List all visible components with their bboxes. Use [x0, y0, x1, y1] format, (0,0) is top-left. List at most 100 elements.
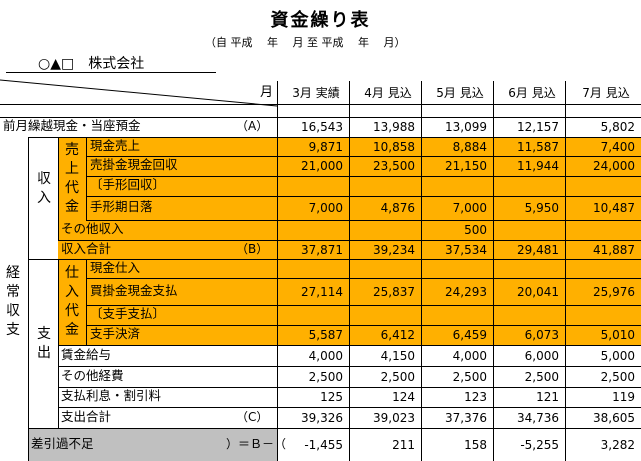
row-label-shite_shiharai: 〔支手支払〕 [90, 306, 166, 321]
row-label-sashihiki: 差引過不足 [31, 435, 94, 451]
value-sashihiki-3: -5,255 [520, 437, 559, 452]
side-label-uriage: 売上代金 [65, 141, 79, 215]
row-fill-tegata_kaishu [86, 176, 641, 196]
uriage-bracket-fill [58, 137, 86, 240]
value-tegata_kijitsu-0: 7,000 [308, 201, 343, 215]
value-kaikake-3: 20,041 [517, 284, 559, 299]
vline-col-3 [493, 81, 494, 461]
row-label-shishutsu_gokei: 支出合計 [61, 408, 112, 424]
value-tegata_kijitsu-2: 7,000 [452, 201, 487, 215]
value-sonota_keihi-2: 2,500 [452, 369, 487, 384]
row-mark-sashihiki: ）＝Ｂ－（ [226, 436, 287, 451]
value-genkin_uriage-0: 9,871 [308, 139, 343, 154]
value-tegata_kijitsu-4: 10,487 [593, 201, 635, 215]
row-label-genkin_shiire: 現金仕入 [90, 259, 141, 275]
value-sonota_shunyu-2: 500 [464, 223, 487, 237]
value-sashihiki-4: 3,282 [600, 437, 635, 452]
value-shite_kessai-0: 5,587 [308, 328, 343, 342]
line-header-bottom [0, 104, 641, 105]
line-305 [86, 305, 641, 306]
value-shishutsu_gokei-4: 38,605 [593, 410, 635, 425]
row-label-kaikake: 買掛金現金支払 [90, 282, 178, 298]
value-kaikake-2: 24,293 [445, 284, 487, 299]
value-chingin-1: 4,150 [380, 348, 415, 363]
line-196 [86, 196, 641, 197]
row-mark-shunyu_gokei: （B） [236, 241, 269, 256]
row-label-genkin_uriage: 現金売上 [90, 137, 141, 153]
line-259 [28, 259, 641, 260]
value-genkin_uriage-4: 7,400 [600, 139, 635, 154]
row-label-shite_kessai: 支手決済 [90, 326, 141, 341]
vline-col-4 [565, 81, 566, 461]
value-shite_kessai-3: 6,073 [524, 328, 559, 342]
value-chingin-3: 6,000 [524, 348, 559, 363]
value-chingin-0: 4,000 [308, 348, 343, 363]
value-sashihiki-1: 211 [392, 437, 415, 452]
row-fill-tegata_kijitsu [86, 196, 641, 220]
value-urikake-0: 21,000 [301, 159, 343, 173]
period-line: （自 平成 年 月 至 平成 年 月） [205, 36, 406, 49]
value-kaikake-0: 27,114 [301, 284, 343, 299]
side-label-shiire: 仕入代金 [65, 265, 79, 338]
row-label-tegata_kaishu: 〔手形回収〕 [90, 177, 166, 192]
value-shunyu_gokei-4: 41,887 [593, 242, 635, 257]
row-label-shunyu_gokei: 収入合計 [61, 240, 112, 256]
vline-col-2 [421, 81, 422, 461]
vline-58a [58, 137, 59, 240]
line-zengetsu-top [0, 117, 641, 118]
value-shiharai_risoku-0: 125 [320, 390, 343, 404]
row-fill-shite_shiharai [86, 305, 641, 325]
row-fill-kaikake [86, 278, 641, 305]
header-month-3: 6月 見込 [508, 86, 556, 100]
value-chingin-2: 4,000 [452, 348, 487, 363]
page-title: 資金繰り表 [270, 10, 371, 31]
shiire-bracket-fill [58, 259, 86, 345]
row-mark-zengetsu: （A） [236, 119, 269, 133]
row-fill-genkin_shiire [86, 259, 641, 278]
value-shishutsu_gokei-3: 34,736 [517, 410, 559, 425]
value-shiharai_risoku-3: 121 [536, 390, 559, 404]
side-label-shishutsu: 支出 [37, 325, 51, 361]
value-sashihiki-0: -1,455 [304, 437, 343, 452]
line-176 [86, 176, 641, 177]
value-zengetsu-0: 16,543 [301, 120, 343, 134]
company-underline [6, 72, 216, 73]
value-genkin_uriage-1: 10,858 [373, 139, 415, 154]
value-zengetsu-1: 13,988 [373, 120, 415, 134]
row-label-urikake: 売掛金現金回収 [90, 157, 178, 172]
vline-col-0 [277, 81, 278, 461]
header-month-0: 3月 実績 [292, 86, 340, 100]
value-genkin_uriage-2: 8,884 [452, 139, 487, 154]
value-urikake-1: 23,500 [373, 159, 415, 173]
vline-86b [86, 259, 87, 345]
value-tegata_kijitsu-1: 4,876 [380, 201, 415, 215]
value-urikake-2: 21,150 [445, 159, 487, 173]
row-label-tegata_kijitsu: 手形期日落 [90, 199, 153, 214]
value-shunyu_gokei-2: 37,534 [445, 242, 487, 257]
row-label-chingin: 賃金給与 [61, 346, 112, 362]
diagonal-line [0, 79, 277, 107]
value-shunyu_gokei-0: 37,871 [301, 242, 343, 257]
value-sonota_keihi-1: 2,500 [380, 369, 415, 384]
value-kaikake-4: 25,976 [593, 284, 635, 299]
row-label-sonota_shunyu: その他収入 [61, 221, 124, 236]
value-shunyu_gokei-3: 29,481 [517, 242, 559, 257]
row-label-zengetsu: 前月繰越現金・当座預金 [3, 118, 141, 133]
value-shishutsu_gokei-0: 39,326 [301, 410, 343, 425]
header-month-2: 5月 見込 [436, 86, 484, 100]
company-name: ○▲□ 株式会社 [38, 56, 145, 72]
value-zengetsu-2: 13,099 [445, 120, 487, 134]
row-fill-genkin_uriage [86, 137, 641, 156]
header-month-1: 4月 見込 [364, 86, 412, 100]
vline-86a [86, 137, 87, 220]
value-shiharai_risoku-2: 123 [464, 390, 487, 404]
value-shite_kessai-1: 6,412 [380, 328, 415, 342]
value-tegata_kijitsu-3: 5,950 [524, 201, 559, 215]
value-shishutsu_gokei-1: 39,023 [373, 410, 415, 425]
value-chingin-4: 5,000 [600, 348, 635, 363]
row-mark-shishutsu_gokei: （C） [236, 409, 269, 424]
value-shiharai_risoku-4: 119 [612, 390, 635, 404]
line-137 [28, 137, 641, 138]
vline-58b [58, 259, 59, 428]
